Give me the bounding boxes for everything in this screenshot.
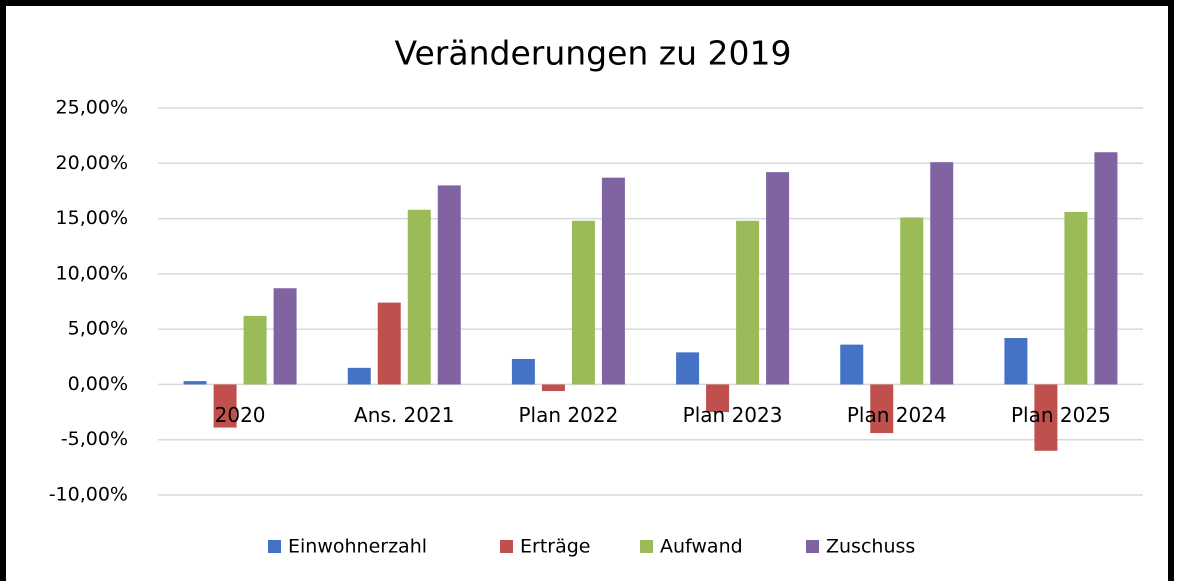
bar xyxy=(541,384,565,392)
bar xyxy=(347,367,371,385)
bar xyxy=(766,172,790,385)
bar xyxy=(1004,337,1028,385)
legend-label: Aufwand xyxy=(660,536,743,558)
x-tick-label: Plan 2023 xyxy=(683,403,783,427)
bar xyxy=(736,220,760,385)
x-tick-label: Plan 2025 xyxy=(1011,403,1111,427)
y-tick-label: 5,00% xyxy=(68,318,128,340)
bar xyxy=(183,381,207,385)
bar xyxy=(676,352,700,385)
bar xyxy=(273,288,297,385)
legend-label: Einwohnerzahl xyxy=(288,536,427,558)
bar xyxy=(511,358,535,385)
y-tick-label: -10,00% xyxy=(49,484,128,506)
y-tick-label: 0,00% xyxy=(68,373,128,395)
bar xyxy=(1034,384,1058,451)
bar xyxy=(571,220,595,385)
chart-title: Veränderungen zu 2019 xyxy=(394,34,791,73)
legend-swatch xyxy=(500,540,513,553)
bar xyxy=(900,217,924,385)
x-tick-label: Ans. 2021 xyxy=(354,403,454,427)
bar xyxy=(1094,152,1118,385)
bar xyxy=(243,315,267,385)
bar xyxy=(840,344,864,385)
legend-label: Erträge xyxy=(520,536,590,558)
bar xyxy=(377,302,401,385)
bar xyxy=(930,162,954,385)
bar xyxy=(601,177,625,385)
bar xyxy=(870,384,894,434)
legend-swatch xyxy=(640,540,653,553)
bar xyxy=(213,384,237,428)
y-tick-label: 15,00% xyxy=(56,207,128,229)
y-tick-label: 25,00% xyxy=(56,97,128,119)
y-tick-label: 10,00% xyxy=(56,262,128,284)
y-tick-label: -5,00% xyxy=(61,428,128,450)
legend-swatch xyxy=(268,540,281,553)
bar xyxy=(437,185,461,385)
legend-swatch xyxy=(806,540,819,553)
bar xyxy=(706,384,730,413)
legend-label: Zuschuss xyxy=(826,536,915,558)
x-tick-label: 2020 xyxy=(215,403,266,427)
y-tick-label: 20,00% xyxy=(56,152,128,174)
x-tick-label: Plan 2022 xyxy=(519,403,619,427)
x-tick-label: Plan 2024 xyxy=(847,403,947,427)
bar xyxy=(407,209,431,385)
bar xyxy=(1064,211,1088,385)
